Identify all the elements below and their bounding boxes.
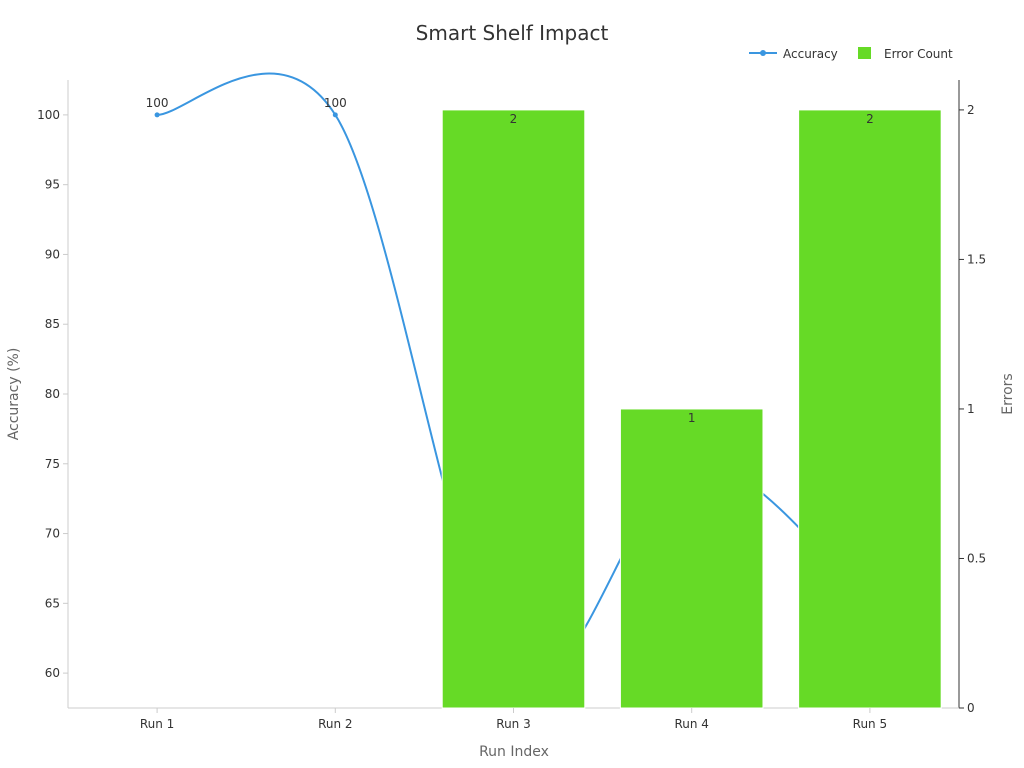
- x-tick-label: Run 3: [496, 717, 530, 731]
- right-axis-ticks: 0 0.5 1 1.5 2: [959, 103, 986, 715]
- right-tick-label: 0.5: [967, 551, 986, 565]
- left-axis-ticks: 60 65 70 75 80 85 90 95 100: [37, 108, 68, 680]
- legend-error-label: Error Count: [884, 47, 953, 61]
- right-tick-label: 0: [967, 701, 975, 715]
- left-tick-label: 80: [45, 387, 60, 401]
- error-bar: [798, 109, 942, 709]
- error-bar-label: 1: [688, 411, 696, 425]
- left-tick-label: 60: [45, 666, 60, 680]
- x-tick-label: Run 4: [674, 717, 708, 731]
- error-bars: 2 1 2: [441, 109, 942, 709]
- error-bar-label: 2: [866, 112, 874, 126]
- legend-error-swatch: [858, 47, 871, 59]
- x-tick-label: Run 5: [853, 717, 887, 731]
- left-tick-label: 90: [45, 247, 60, 261]
- error-bar: [441, 109, 586, 709]
- left-tick-label: 75: [45, 457, 60, 471]
- left-tick-label: 95: [45, 178, 60, 192]
- error-bar-label: 2: [510, 112, 518, 126]
- accuracy-point: [332, 112, 338, 118]
- x-tick-label: Run 1: [140, 717, 174, 731]
- right-tick-label: 1.5: [967, 252, 986, 266]
- left-axis-label: Accuracy (%): [6, 348, 22, 441]
- legend-accuracy-marker: [760, 50, 766, 56]
- left-tick-label: 100: [37, 108, 60, 122]
- x-tick-label: Run 2: [318, 717, 352, 731]
- left-tick-label: 70: [45, 527, 60, 541]
- left-tick-label: 65: [45, 596, 60, 610]
- legend-accuracy-label: Accuracy: [783, 47, 838, 61]
- chart-title: Smart Shelf Impact: [416, 21, 609, 45]
- right-tick-label: 2: [967, 103, 975, 117]
- right-axis-label: Errors: [1000, 373, 1016, 414]
- x-axis-ticks: Run 1 Run 2 Run 3 Run 4 Run 5: [140, 708, 887, 731]
- x-axis-label: Run Index: [479, 744, 549, 760]
- right-tick-label: 1: [967, 402, 975, 416]
- accuracy-point-label: 100: [324, 96, 347, 110]
- accuracy-point: [154, 112, 160, 118]
- legend: Accuracy Error Count: [749, 47, 953, 61]
- accuracy-point-label: 100: [146, 96, 169, 110]
- error-bar: [619, 408, 764, 709]
- left-tick-label: 85: [45, 317, 60, 331]
